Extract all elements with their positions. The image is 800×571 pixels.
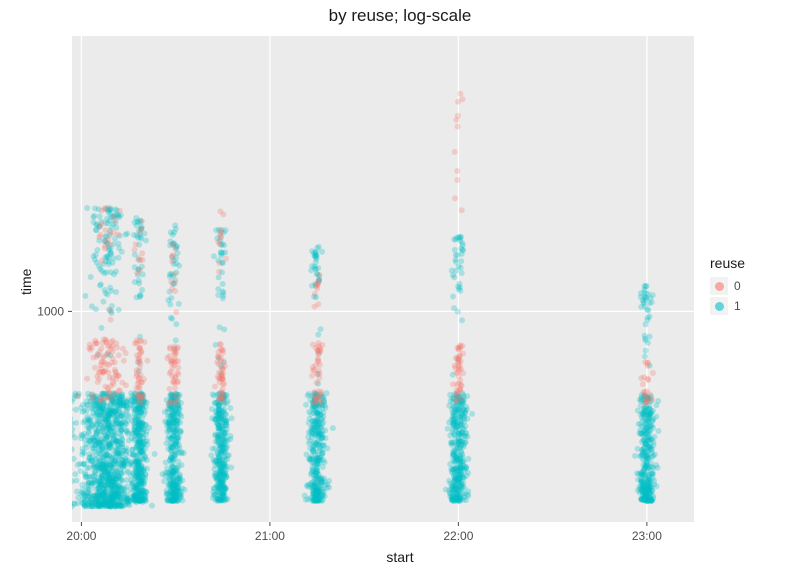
svg-text:21:00: 21:00: [255, 529, 285, 543]
legend-item-1: 1: [710, 297, 745, 315]
chart-container: by reuse; log-scale time 20:00 21:00 22:00…: [0, 0, 800, 571]
svg-text:20:00: 20:00: [66, 529, 96, 543]
legend-title: reuse: [710, 255, 745, 271]
legend-dot-icon: [715, 302, 724, 311]
chart-title: by reuse; log-scale: [0, 6, 800, 26]
y-axis-label: time: [18, 269, 34, 295]
legend-label: 1: [734, 299, 741, 313]
legend-swatch: [710, 297, 728, 315]
legend-swatch: [710, 277, 728, 295]
svg-text:22:00: 22:00: [443, 529, 473, 543]
plot-area: 20:00 21:00 22:00 23:00 1000: [0, 0, 800, 571]
svg-text:1000: 1000: [37, 304, 64, 318]
legend-dot-icon: [715, 282, 724, 291]
svg-text:23:00: 23:00: [632, 529, 662, 543]
x-axis-label: start: [0, 549, 800, 565]
legend-label: 0: [734, 279, 741, 293]
legend: reuse 0 1: [710, 255, 745, 317]
legend-item-0: 0: [710, 277, 745, 295]
